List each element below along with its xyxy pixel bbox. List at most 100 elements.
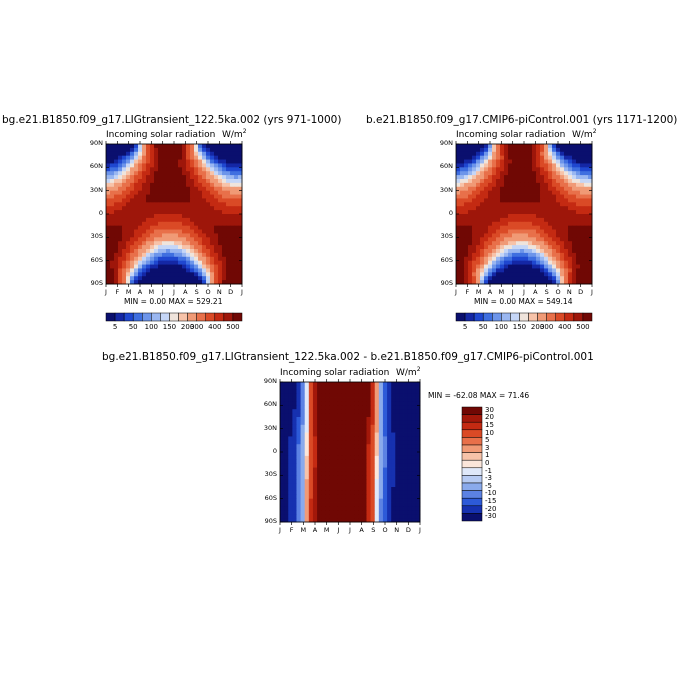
field-cell [572,256,577,262]
field-cell [317,448,322,453]
field-cell [512,214,517,219]
field-cell [190,241,195,246]
field-cell [154,260,159,265]
field-cell [552,194,557,199]
field-cell [391,420,396,426]
field-cell [214,237,219,242]
field-cell [238,190,243,195]
colorbar-box [461,505,483,514]
field-cell [158,144,163,149]
field-cell [329,463,334,468]
field-cell [317,405,322,410]
field-cell [468,202,473,207]
field-cell [399,455,404,461]
field-cell [411,487,417,492]
field-cell [576,221,581,227]
field-cell [548,163,553,168]
field-cell [588,167,593,172]
field-cell [218,264,223,269]
field-cell [312,440,318,445]
field-cell [387,483,392,488]
field-cell [552,221,557,227]
field-cell [496,182,501,188]
field-cell [358,401,363,406]
field-cell [122,175,127,180]
field-cell [158,182,163,188]
field-cell [134,147,139,153]
field-cell [222,147,227,153]
field-cell [174,260,179,265]
field-cell [399,389,404,395]
field-cell [284,487,289,492]
field-cell [378,409,384,414]
field-cell [170,256,175,262]
colorbar-label: 200 [180,323,195,331]
field-cell [564,276,569,281]
field-cell [230,144,235,149]
field-cell [162,249,167,254]
field-cell [122,249,127,254]
field-cell [130,245,135,250]
field-cell [329,487,334,492]
field-cell [222,163,227,168]
field-cell [415,448,421,453]
field-cell [321,471,326,476]
field-cell [202,221,207,227]
field-cell [206,179,211,184]
field-cell [182,245,187,250]
field-cell [512,233,517,238]
field-cell [540,210,545,215]
field-cell [308,498,314,503]
field-cell [556,245,561,250]
field-cell [292,382,297,387]
field-cell [226,276,231,281]
field-cell [146,190,151,195]
field-cell [182,155,187,160]
field-cell [280,475,285,480]
field-cell [548,159,553,164]
field-cell [226,190,231,195]
field-cell [415,413,421,418]
field-cell [468,245,473,250]
field-cell [218,256,223,262]
field-cell [468,147,473,153]
field-cell [146,245,151,250]
x-tick-label: A [487,288,493,296]
field-cell [476,171,481,176]
field-cell [536,245,541,250]
field-cell [214,229,219,234]
field-cell [362,444,367,449]
field-cell [588,155,593,160]
field-cell [391,413,396,418]
field-cell [288,424,293,430]
field-cell [532,252,537,258]
field-cell [178,144,183,149]
field-cell [190,260,195,265]
field-cell [130,241,135,246]
field-cell [170,194,175,199]
field-cell [358,409,363,414]
field-cell [138,186,143,192]
field-cell [206,186,211,192]
field-cell [512,280,517,285]
field-cell [484,144,489,149]
field-cell [226,155,231,160]
field-cell [584,268,589,273]
field-cell [544,163,549,168]
field-cell [222,229,227,234]
colorbar-box [223,312,234,322]
field-cell [142,155,147,160]
field-cell [576,256,581,262]
field-cell [500,241,505,246]
field-cell [182,159,187,164]
field-cell [407,490,413,496]
field-cell [366,452,371,457]
field-cell [580,171,585,176]
field-cell [288,479,293,484]
field-cell [134,190,139,195]
field-cell [387,444,392,449]
field-cell [500,272,505,277]
field-cell [308,452,314,457]
x-tick-label: F [115,288,120,296]
field-cell [464,260,469,265]
